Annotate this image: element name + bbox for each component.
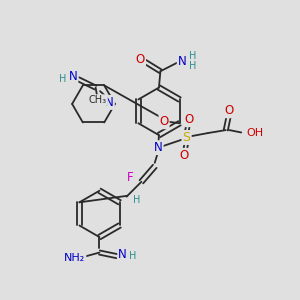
Text: N: N — [105, 96, 114, 109]
Text: O: O — [225, 104, 234, 117]
Text: H: H — [129, 250, 137, 260]
Text: N: N — [118, 248, 127, 261]
Text: H: H — [189, 61, 197, 71]
Text: O: O — [184, 113, 193, 126]
Text: H: H — [133, 195, 140, 205]
Text: S: S — [183, 131, 190, 144]
Text: N: N — [69, 70, 77, 83]
Text: H: H — [189, 51, 197, 62]
Text: N: N — [178, 55, 187, 68]
Text: N: N — [154, 141, 163, 154]
Text: O: O — [180, 149, 189, 162]
Text: OH: OH — [247, 128, 264, 138]
Text: O: O — [159, 115, 169, 128]
Text: F: F — [127, 171, 134, 184]
Text: NH₂: NH₂ — [64, 254, 86, 263]
Text: O: O — [136, 53, 145, 66]
Text: H: H — [59, 74, 67, 84]
Text: CH₃: CH₃ — [89, 95, 107, 105]
